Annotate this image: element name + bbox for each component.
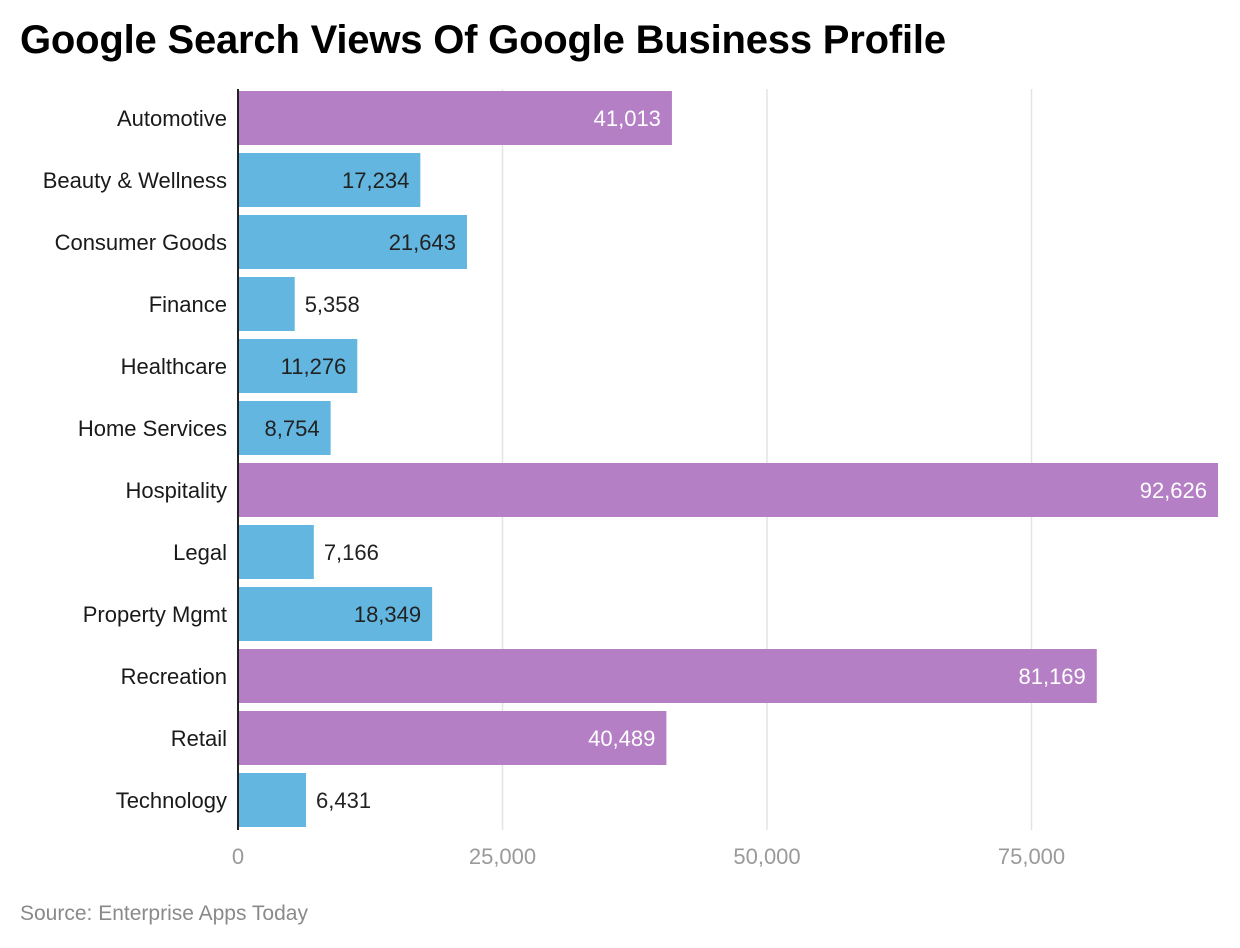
bar: [238, 401, 331, 455]
data-label: 81,169: [1018, 664, 1085, 689]
bar: [238, 587, 433, 641]
bar: [238, 649, 1097, 703]
x-tick-label: 0: [232, 844, 244, 869]
source-note: Source: Enterprise Apps Today: [20, 902, 308, 925]
category-label: Home Services: [78, 416, 227, 441]
data-label: 11,276: [281, 354, 347, 379]
category-label: Healthcare: [121, 354, 227, 379]
data-label: 8,754: [265, 416, 320, 441]
data-label: 21,643: [389, 230, 456, 255]
data-label: 17,234: [342, 168, 409, 193]
category-label: Technology: [116, 788, 227, 813]
data-label: 92,626: [1140, 478, 1207, 503]
bar: [238, 525, 314, 579]
category-label: Retail: [171, 726, 227, 751]
category-label: Automotive: [117, 106, 227, 131]
bar: [238, 277, 295, 331]
bar: [238, 153, 421, 207]
bar: [238, 215, 467, 269]
data-label: 40,489: [588, 726, 655, 751]
x-tick-label: 50,000: [733, 844, 800, 869]
bar: [238, 773, 307, 827]
bar: [238, 463, 1218, 517]
category-label: Beauty & Wellness: [43, 168, 227, 193]
bar: [238, 711, 667, 765]
data-label: 18,349: [354, 602, 421, 627]
data-label: 7,166: [324, 540, 379, 565]
x-tick-label: 75,000: [998, 844, 1065, 869]
category-label: Finance: [149, 292, 227, 317]
bar: [238, 91, 672, 145]
category-label: Consumer Goods: [55, 230, 227, 255]
category-label: Legal: [173, 540, 227, 565]
category-label: Hospitality: [126, 478, 227, 503]
data-label: 6,431: [316, 788, 371, 813]
bar: [238, 339, 358, 393]
category-label: Recreation: [121, 664, 227, 689]
x-tick-label: 25,000: [469, 844, 536, 869]
chart-title: Google Search Views Of Google Business P…: [20, 18, 946, 62]
data-label: 5,358: [305, 292, 360, 317]
category-label: Property Mgmt: [83, 602, 227, 627]
data-label: 41,013: [594, 106, 661, 131]
